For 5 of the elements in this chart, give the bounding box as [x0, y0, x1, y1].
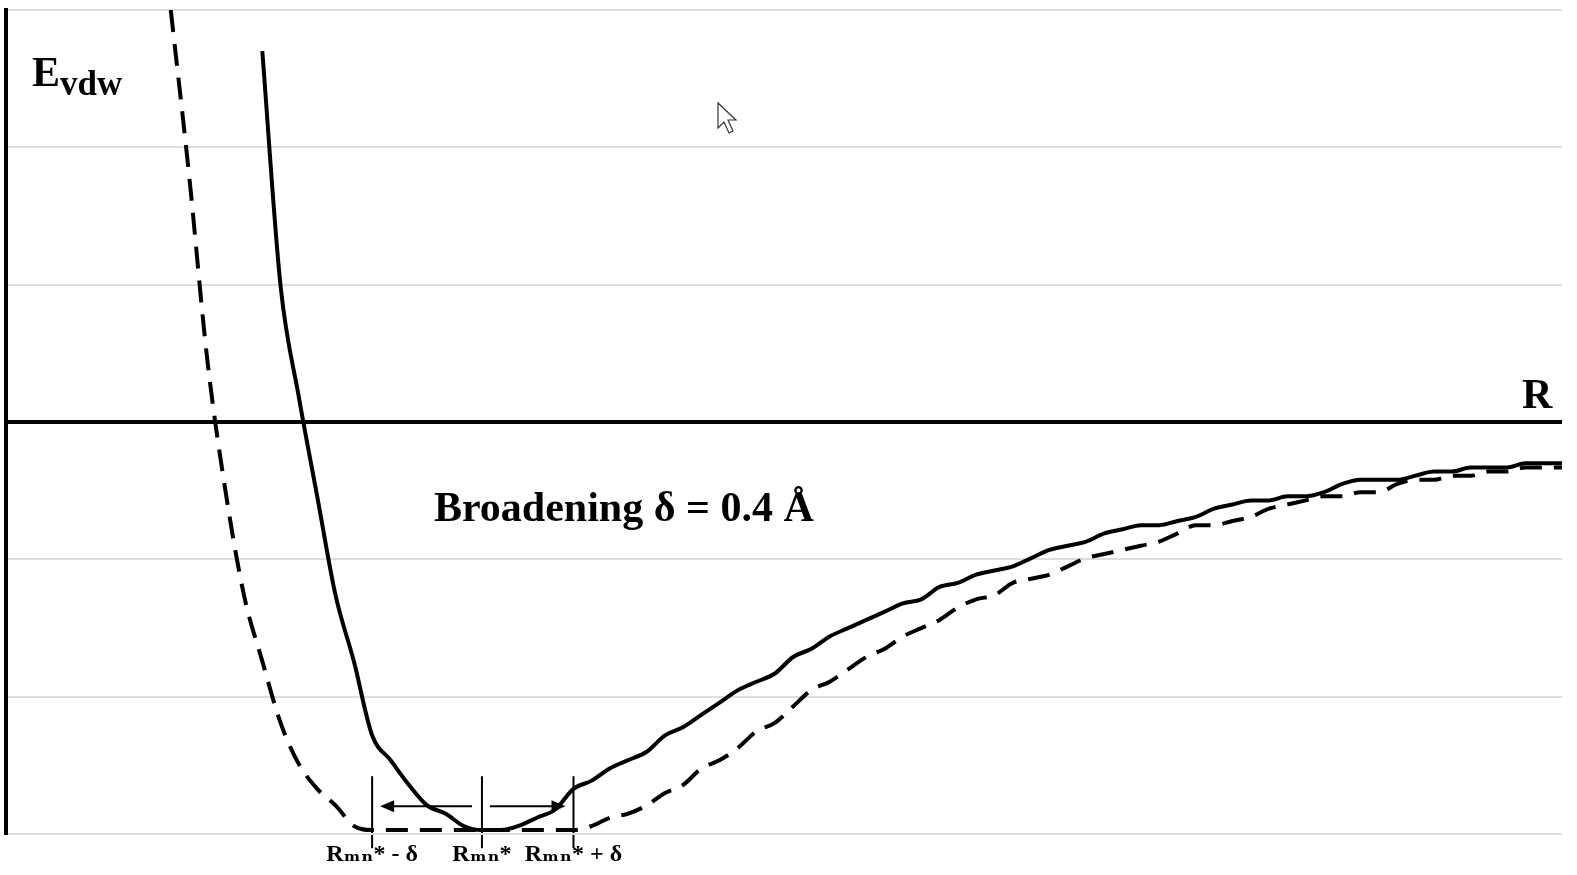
x-tick-label: Rₘₙ* + δ — [524, 839, 623, 866]
x-axis-title: R — [1522, 370, 1553, 419]
x-tick-label: Rₘₙ* - δ — [326, 839, 418, 866]
y-axis-title: E$_{vdw}$ — [32, 48, 123, 105]
annotation: Broadening δ = 0.4 Å — [433, 483, 815, 530]
